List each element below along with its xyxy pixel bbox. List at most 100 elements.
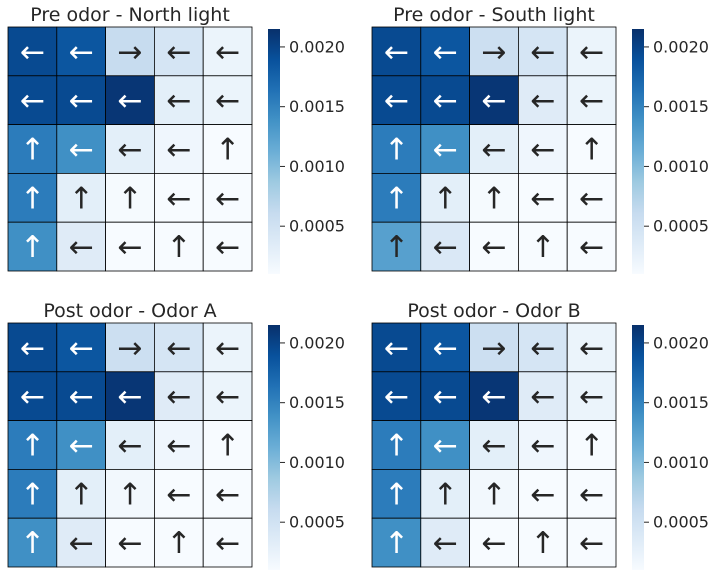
policy-arrow: ← [433,526,458,561]
colorbar-tick-label: 0.0005 [653,513,709,532]
policy-arrow: ↑ [384,526,409,561]
policy-arrow: ↑ [166,230,191,265]
colorbar [268,29,280,274]
heatmap-cell [420,322,470,373]
policy-arrow: ← [579,84,604,119]
policy-arrow: ← [384,35,409,70]
heatmap-cell [202,420,253,470]
policy-arrow: ← [579,230,604,265]
colorbar-tick-label: 0.0015 [289,97,345,116]
policy-arrow: ↑ [530,230,555,265]
heatmap-cell [469,468,519,519]
colorbar [268,325,280,570]
policy-arrow: ↑ [215,429,240,464]
policy-arrow: ← [215,380,240,415]
heatmap-cell [153,371,204,421]
colorbar-tick-label: 0.0015 [653,97,709,116]
heatmap-cell [371,26,422,77]
heatmap-cell [105,371,155,421]
heatmap-cell [153,517,204,568]
policy-arrow: → [481,331,506,366]
policy-arrow: ↑ [166,526,191,561]
policy-arrow: ← [481,84,506,119]
heatmap-cell [7,26,58,77]
policy-arrow: ← [579,331,604,366]
policy-arrow: ← [530,429,555,464]
heatmap-cell [566,420,617,470]
policy-arrow: ← [433,133,458,168]
heatmap-cell [371,517,422,568]
heatmap-cell [153,322,204,373]
heatmap-cell [7,172,58,223]
policy-arrow: ← [166,35,191,70]
heatmap-cell [420,124,470,174]
heatmap-panel: Post odor - Odor A ← ← → ← ← ← ← ← ← ← ↑ ← ← ← ↑ ↑ ↑ ↑ ← ← ↑ ←… [7,300,345,570]
policy-arrow: → [481,35,506,70]
heatmap-cell [56,371,106,421]
policy-arrow: ← [433,380,458,415]
policy-arrow: ← [166,84,191,119]
policy-arrow: ← [215,331,240,366]
colorbar-tick-label: 0.0010 [653,453,709,472]
heatmap-cell [371,172,422,223]
policy-arrow: ← [215,477,240,512]
panel-title: Post odor - Odor B [407,300,580,322]
panel-title: Post odor - Odor A [43,300,216,322]
policy-arrow: ← [481,133,506,168]
policy-arrow: ← [117,429,142,464]
policy-arrow: ← [69,380,94,415]
heatmap-cell [420,371,470,421]
heatmap-cell [518,124,568,174]
heatmap-cell [153,172,204,223]
policy-arrow: ↑ [433,181,458,216]
heatmap-cell [105,75,155,126]
heatmap-cell [202,468,253,519]
policy-arrow: ↑ [20,133,45,168]
colorbar-tick-label: 0.0015 [289,393,345,412]
heatmap-cell [56,26,106,77]
colorbar-tick-label: 0.0020 [653,37,709,56]
colorbar [632,325,644,570]
policy-arrow: ← [166,331,191,366]
heatmap-cell [371,468,422,519]
policy-arrow: ← [20,380,45,415]
policy-arrow: ← [69,84,94,119]
policy-arrow: ← [117,380,142,415]
heatmap-cell [153,124,204,174]
policy-arrow: ↑ [117,477,142,512]
heatmap-cell [56,420,106,470]
policy-arrow: ← [579,526,604,561]
policy-arrow: ← [579,477,604,512]
policy-arrow: ← [117,84,142,119]
policy-arrow: ← [530,133,555,168]
heatmap-cell [566,322,617,373]
policy-arrow: ↑ [579,133,604,168]
policy-arrow: ← [166,380,191,415]
policy-arrow: ← [117,133,142,168]
policy-arrow: ← [69,429,94,464]
policy-arrow: ← [530,477,555,512]
policy-arrow: ↑ [69,181,94,216]
heatmap-cell [469,26,519,77]
policy-arrow: ↑ [433,477,458,512]
heatmap-cell [518,172,568,223]
policy-arrow: ← [530,181,555,216]
policy-arrow: ← [530,84,555,119]
policy-arrow: ← [481,230,506,265]
policy-arrow: ← [579,181,604,216]
heatmap-cell [7,517,58,568]
policy-arrow: ← [20,331,45,366]
policy-arrow: ← [530,35,555,70]
heatmap-cell [420,221,470,272]
heatmap-cell [202,371,253,421]
policy-arrow: ← [433,429,458,464]
policy-arrow: → [117,35,142,70]
heatmap-cell [202,221,253,272]
policy-arrow: ← [530,380,555,415]
panels: Pre odor - North light ← ← → ← ← ← ← ← ← ← ↑ ← ← ← ↑ ↑ ↑ ↑… [7,4,709,570]
policy-arrow: ← [433,230,458,265]
colorbar-tick-label: 0.0010 [653,157,709,176]
heatmap-cell [518,517,568,568]
policy-arrow: ↑ [530,526,555,561]
